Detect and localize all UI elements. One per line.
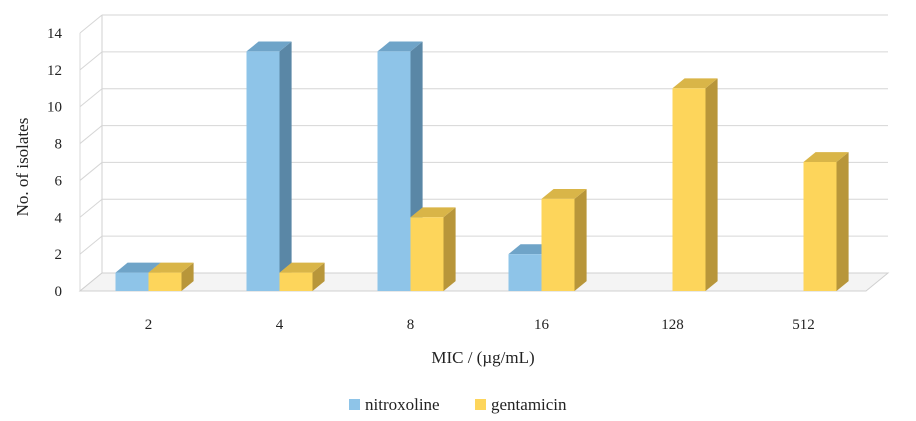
y-axis-title: No. of isolates bbox=[13, 118, 32, 217]
bar-side bbox=[443, 207, 456, 291]
bar-side bbox=[279, 41, 292, 292]
bar-gentamicin-8 bbox=[410, 207, 456, 291]
gridline-side bbox=[79, 235, 103, 255]
bar-front bbox=[115, 272, 149, 291]
bar-front bbox=[508, 254, 542, 291]
bar-top bbox=[541, 188, 587, 199]
bar-front bbox=[246, 51, 280, 291]
gridline-side bbox=[79, 162, 103, 181]
bar-side bbox=[836, 152, 849, 291]
gridline-side bbox=[79, 14, 103, 34]
bar-front bbox=[410, 217, 444, 291]
legend-swatch bbox=[349, 399, 360, 410]
y-tick-label: 10 bbox=[47, 100, 62, 116]
x-tick-label: 512 bbox=[792, 317, 815, 333]
bar-top bbox=[410, 207, 456, 218]
x-tick-label: 16 bbox=[534, 317, 550, 333]
grid-layer bbox=[79, 14, 888, 292]
y-tick-label: 12 bbox=[47, 63, 62, 79]
legend-item-nitroxoline: nitroxoline bbox=[349, 395, 440, 414]
bar-side bbox=[574, 188, 587, 291]
bar-top bbox=[377, 41, 423, 52]
y-tick-label: 6 bbox=[55, 173, 63, 189]
bar-top bbox=[148, 262, 194, 273]
y-tick-label: 0 bbox=[55, 284, 63, 300]
bar-gentamicin-16 bbox=[541, 188, 587, 291]
bar-front bbox=[148, 272, 182, 291]
bar-nitroxoline-4 bbox=[246, 41, 292, 292]
x-tick-label: 128 bbox=[661, 317, 684, 333]
gridline-side bbox=[79, 88, 103, 108]
bar-top bbox=[115, 262, 161, 273]
legend: nitroxoline gentamicin bbox=[349, 395, 567, 414]
y-tick-label: 8 bbox=[55, 137, 63, 153]
bar-top bbox=[279, 262, 325, 273]
gridline-side bbox=[79, 125, 103, 144]
x-axis-title: MIC / (µg/mL) bbox=[431, 348, 534, 367]
chart-floor bbox=[78, 272, 890, 292]
y-tick-label: 2 bbox=[55, 247, 63, 263]
bar-side bbox=[705, 78, 718, 291]
bar-top bbox=[672, 78, 718, 89]
bar-front bbox=[672, 88, 706, 292]
floor-layer bbox=[78, 272, 890, 292]
legend-swatch bbox=[475, 399, 486, 410]
bar-top bbox=[246, 41, 292, 52]
x-tick-label: 8 bbox=[407, 317, 415, 333]
bar-side bbox=[312, 262, 325, 291]
bar-front bbox=[803, 162, 837, 291]
x-tick-label: 2 bbox=[145, 317, 153, 333]
y-ticks: 0 2 4 6 8 10 12 14 bbox=[47, 26, 63, 300]
bar-side bbox=[181, 262, 194, 291]
bar-front bbox=[279, 272, 313, 291]
legend-label: nitroxoline bbox=[365, 395, 440, 414]
bar-gentamicin-2 bbox=[148, 262, 194, 291]
bar-gentamicin-128 bbox=[672, 78, 718, 292]
bar-gentamicin-512 bbox=[803, 152, 849, 291]
x-ticks: 2 4 8 16 128 512 bbox=[145, 317, 815, 333]
gridline-side bbox=[79, 198, 103, 218]
bars-layer bbox=[115, 41, 849, 292]
bar-front bbox=[377, 51, 411, 291]
legend-label: gentamicin bbox=[491, 395, 567, 414]
y-tick-label: 14 bbox=[47, 26, 63, 42]
bar-top bbox=[803, 152, 849, 162]
x-tick-label: 4 bbox=[276, 317, 284, 333]
legend-item-gentamicin: gentamicin bbox=[475, 395, 567, 414]
y-tick-label: 4 bbox=[55, 210, 63, 226]
gridline-side bbox=[79, 51, 103, 71]
bar-gentamicin-4 bbox=[279, 262, 325, 291]
bar-front bbox=[541, 198, 575, 291]
